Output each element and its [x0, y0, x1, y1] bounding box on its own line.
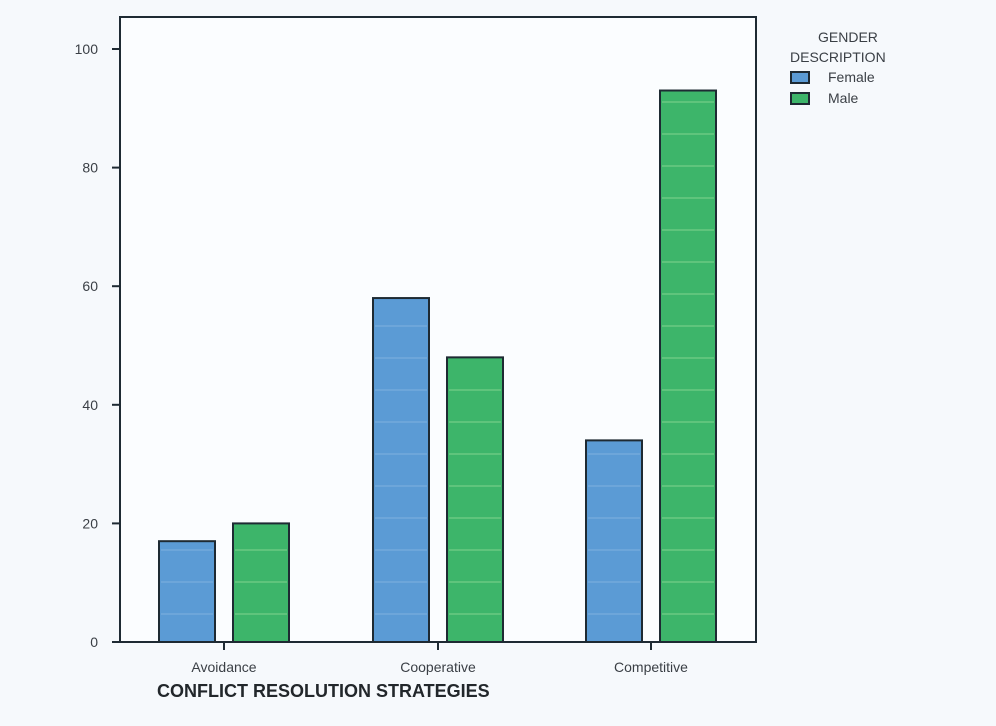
- plot-frame: [119, 16, 757, 643]
- y-tick-label: 0: [90, 634, 98, 650]
- y-tick-label: 40: [82, 397, 98, 413]
- legend-swatch-male: [790, 92, 810, 105]
- x-axis-title: CONFLICT RESOLUTION STRATEGIES: [157, 681, 490, 701]
- legend-label-female: Female: [828, 69, 875, 85]
- y-tick-label: 20: [82, 515, 98, 531]
- legend-title-line1: GENDER: [818, 29, 878, 45]
- bar-male-avoidance: [232, 522, 290, 644]
- bar-male-cooperative: [446, 356, 504, 643]
- x-tick-label: Avoidance: [191, 659, 256, 675]
- legend-title: GENDER DESCRIPTION: [790, 27, 970, 67]
- y-tick-label: 80: [82, 160, 98, 176]
- x-tick-label: Competitive: [614, 659, 688, 675]
- bar-female-competitive: [585, 439, 643, 643]
- legend-title-line2: DESCRIPTION: [790, 49, 886, 65]
- legend-label-male: Male: [828, 90, 859, 106]
- legend-item-female: Female: [790, 67, 970, 88]
- x-tick-label: Cooperative: [400, 659, 476, 675]
- y-tick-label: 60: [82, 278, 98, 294]
- legend: GENDER DESCRIPTION Female Male: [790, 27, 970, 109]
- plot-background: [120, 17, 756, 642]
- bar-female-avoidance: [158, 540, 216, 643]
- bar-female-cooperative: [372, 297, 430, 643]
- bar-male-competitive: [659, 89, 717, 643]
- legend-item-male: Male: [790, 88, 970, 109]
- y-tick-label: 100: [75, 41, 99, 57]
- legend-swatch-female: [790, 71, 810, 84]
